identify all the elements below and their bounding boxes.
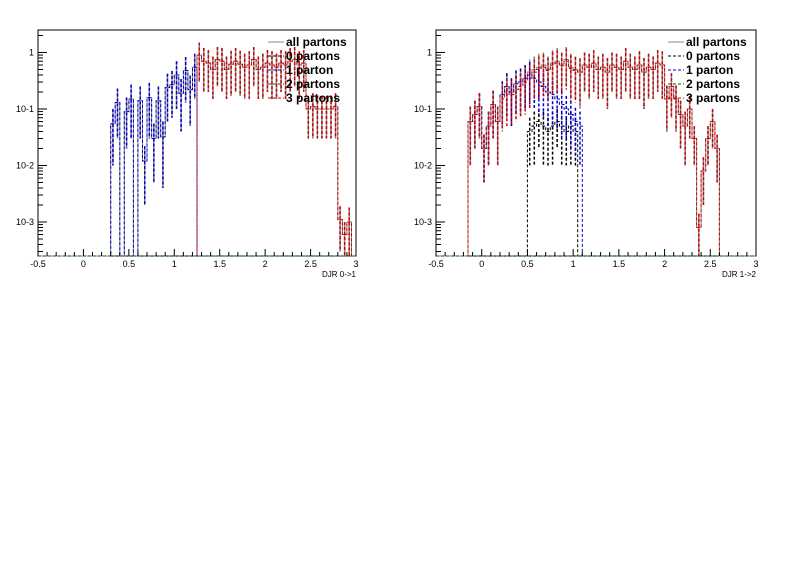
x-tick-label: 2.5 (704, 259, 717, 269)
x-tick-label: 1.5 (213, 259, 226, 269)
legend-entry: 1 parton (286, 63, 333, 77)
x-tick-label: 2 (263, 259, 268, 269)
x-tick-label: -0.5 (30, 259, 46, 269)
x-axis-ticks: -0.5 0 0.5 1 1.5 2 2.5 3 (428, 249, 759, 269)
x-tick-label: 0.5 (521, 259, 534, 269)
x-tick-label: 1 (172, 259, 177, 269)
y-axis-ticks: 10-3 10-2 10-1 1 (414, 34, 445, 253)
legend-entry: 2 partons (286, 77, 340, 91)
series-line (436, 60, 756, 257)
y-tick-label: 10-3 (16, 217, 34, 227)
x-tick-label: 0 (479, 259, 484, 269)
legend-entry: all partons (286, 35, 347, 49)
y-axis-ticks: 10-3 10-2 10-1 1 (16, 34, 47, 253)
legend-entry: 3 partons (686, 91, 740, 105)
x-tick-label: -0.5 (428, 259, 444, 269)
legend-entry: 1 parton (686, 63, 733, 77)
legend-entry: all partons (686, 35, 747, 49)
x-tick-label: 2.5 (304, 259, 317, 269)
x-axis-title: DJR 1->2 (722, 270, 757, 279)
x-tick-label: 3 (353, 259, 358, 269)
x-tick-label: 1.5 (613, 259, 626, 269)
legend-entry: 3 partons (286, 91, 340, 105)
y-tick-label: 10-3 (414, 217, 432, 227)
legend-entry: 2 partons (686, 77, 740, 91)
chart-panel-djr-0-1: -0.5 0 0.5 1 1.5 2 2.5 3 10-3 10-2 10-1 1 DJR 0->1… (16, 29, 359, 279)
histogram-series-group (38, 42, 356, 257)
y-tick-label: 1 (427, 47, 432, 57)
y-tick-label: 10-1 (414, 104, 432, 114)
chart-panel-djr-1-2: -0.5 0 0.5 1 1.5 2 2.5 3 10-3 10-2 10-1 1 DJR 1->2… (414, 29, 759, 279)
x-tick-label: 3 (753, 259, 758, 269)
x-tick-label: 2 (662, 259, 667, 269)
x-axis-title: DJR 0->1 (322, 270, 357, 279)
x-tick-label: 0 (81, 259, 86, 269)
x-tick-label: 1 (571, 259, 576, 269)
legend-entry: 0 partons (686, 49, 740, 63)
legend-entry: 0 partons (286, 49, 340, 63)
x-tick-label: 0.5 (123, 259, 136, 269)
y-tick-label: 10-2 (414, 160, 432, 170)
y-tick-label: 10-2 (16, 160, 34, 170)
histogram-series-group (436, 47, 756, 257)
y-tick-label: 1 (29, 47, 34, 57)
y-tick-label: 10-1 (16, 104, 34, 114)
x-axis-ticks: -0.5 0 0.5 1 1.5 2 2.5 3 (30, 249, 359, 269)
